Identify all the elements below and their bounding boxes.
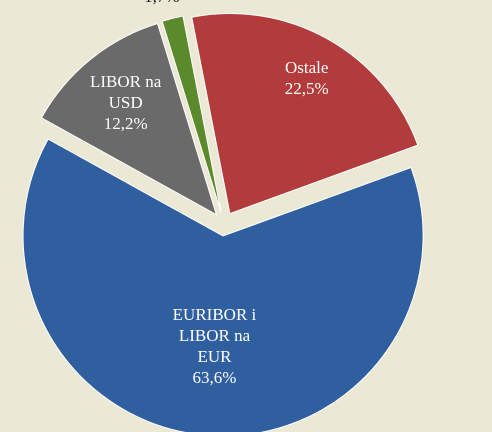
pie-slice [191,13,419,215]
category-label: EURIBOR i LIBOR na EUR [172,304,257,366]
pie-slice [40,22,218,216]
value-label: 22,5% [284,78,329,98]
label-box: Ostale 22,5% [257,23,357,133]
value-label: 12,2% [103,114,148,134]
value-label: 63,6% [192,367,237,387]
label-box: LIBOR na USD 12,2% [76,48,176,158]
category-label: Ostale [285,57,329,77]
category-label: LIBOR na USD [90,72,162,113]
pie-slice [161,15,222,213]
slice-label: LIBOR na CHF1,7% [112,0,212,31]
pie-slice [22,138,424,432]
value-label: 1,7% [144,0,179,7]
label-box: LIBOR na CHF1,7% [112,0,212,31]
label-box: EURIBOR i LIBOR na EUR 63,6% [164,291,264,401]
